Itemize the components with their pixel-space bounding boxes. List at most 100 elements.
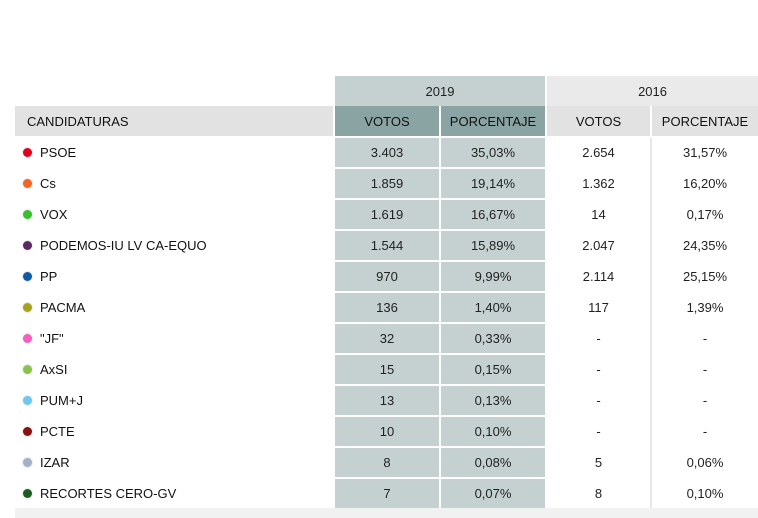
year-header-blank [15,76,334,106]
party-color-dot-icon [23,147,32,157]
percent-2016-cell: 0,10% [650,477,758,509]
votes-2019-cell: 8 [333,446,440,478]
party-color-dot-icon [23,209,32,219]
percent-2019-cell: 0,13% [438,384,547,416]
table-row: PACMA 136 1,40% 117 1,39% [15,291,758,324]
votes-2019-cell: 13 [333,384,440,416]
party-color-dot-icon [23,395,32,405]
percent-2019-cell: 0,33% [438,322,547,354]
party-color-dot-icon [23,364,32,374]
party-name: "JF" [40,331,64,347]
percent-2019-cell: 1,40% [438,291,547,323]
votes-2016-cell: 8 [545,477,652,509]
votes-2016-cell: 14 [545,198,652,231]
table-row: PP 970 9,99% 2.114 25,15% [15,260,758,293]
votes-2016-cell: 2.047 [545,229,652,262]
party-name: VOX [40,207,68,223]
party-name: PSOE [40,145,77,161]
party-name: PP [40,269,58,285]
percent-2019-header: PORCENTAJE [438,106,547,137]
party-color-dot-icon [23,426,32,436]
votes-2016-cell: - [545,415,652,448]
votes-2019-cell: 15 [333,353,440,385]
votes-2016-cell: - [545,384,652,417]
percent-2019-cell: 0,07% [438,477,547,509]
party-name: PCTE [40,424,75,440]
party-color-dot-icon [23,240,32,250]
year-2016-header: 2016 [545,76,758,106]
percent-2016-cell: 0,17% [650,198,758,231]
year-header-row: 2019 2016 [15,76,758,106]
party-name: PODEMOS-IU LV CA-EQUO [40,238,207,254]
percent-2019-cell: 15,89% [438,229,547,261]
votes-2019-cell: 3.403 [333,136,440,168]
votes-2019-cell: 136 [333,291,440,323]
percent-2016-cell: 16,20% [650,167,758,200]
party-name: IZAR [40,455,70,471]
party-cell: Cs [15,167,334,200]
votes-2016-cell: - [545,353,652,386]
table-footer-bar [15,508,758,518]
election-results-table: 2019 2016 CANDIDATURAS VOTOS PORCENTAJE … [15,76,758,509]
results-table-container: 2019 2016 CANDIDATURAS VOTOS PORCENTAJE … [15,76,758,509]
percent-2016-cell: - [650,384,758,417]
votes-2019-cell: 10 [333,415,440,447]
candidaturas-header: CANDIDATURAS [15,106,334,137]
column-header-row: CANDIDATURAS VOTOS PORCENTAJE VOTOS PORC… [15,106,758,137]
percent-2019-cell: 0,10% [438,415,547,447]
votes-2016-header: VOTOS [545,106,652,137]
table-row: PCTE 10 0,10% - - [15,415,758,448]
votes-2016-cell: 1.362 [545,167,652,200]
votes-2016-cell: - [545,322,652,355]
party-cell: PODEMOS-IU LV CA-EQUO [15,229,334,262]
votes-2016-cell: 2.654 [545,136,652,169]
table-row: PUM+J 13 0,13% - - [15,384,758,417]
percent-2016-cell: - [650,322,758,355]
party-cell: IZAR [15,446,334,479]
percent-2016-cell: 25,15% [650,260,758,293]
percent-2019-cell: 9,99% [438,260,547,292]
party-name: RECORTES CERO-GV [40,486,177,502]
votes-2019-cell: 1.544 [333,229,440,261]
percent-2016-header: PORCENTAJE [650,106,758,137]
table-row: PODEMOS-IU LV CA-EQUO 1.544 15,89% 2.047 24,… [15,229,758,262]
party-color-dot-icon [23,333,32,343]
percent-2019-cell: 0,15% [438,353,547,385]
percent-2019-cell: 35,03% [438,136,547,168]
percent-2019-cell: 0,08% [438,446,547,478]
table-row: AxSI 15 0,15% - - [15,353,758,386]
year-2019-header: 2019 [332,76,547,106]
votes-2019-cell: 1.859 [333,167,440,199]
party-color-dot-icon [23,271,32,281]
party-cell: PSOE [15,136,334,169]
party-color-dot-icon [23,488,32,498]
percent-2016-cell: 24,35% [650,229,758,262]
table-row: "JF" 32 0,33% - - [15,322,758,355]
party-name: Cs [40,176,56,192]
percent-2016-cell: - [650,415,758,448]
percent-2016-cell: - [650,353,758,386]
percent-2019-cell: 19,14% [438,167,547,199]
party-cell: PACMA [15,291,334,324]
party-color-dot-icon [23,178,32,188]
table-row: IZAR 8 0,08% 5 0,06% [15,446,758,479]
percent-2016-cell: 0,06% [650,446,758,479]
table-row: VOX 1.619 16,67% 14 0,17% [15,198,758,231]
table-row: PSOE 3.403 35,03% 2.654 31,57% [15,136,758,169]
party-name: PUM+J [40,393,83,409]
votes-2016-cell: 117 [545,291,652,324]
votes-2016-cell: 5 [545,446,652,479]
party-cell: PUM+J [15,384,334,417]
votes-2016-cell: 2.114 [545,260,652,293]
party-cell: PP [15,260,334,293]
votes-2019-header: VOTOS [333,106,440,137]
party-name: AxSI [40,362,68,378]
party-name: PACMA [40,300,86,316]
table-row: RECORTES CERO-GV 7 0,07% 8 0,10% [15,477,758,509]
party-color-dot-icon [23,457,32,467]
votes-2019-cell: 970 [333,260,440,292]
percent-2016-cell: 31,57% [650,136,758,169]
votes-2019-cell: 32 [333,322,440,354]
votes-2019-cell: 7 [333,477,440,509]
party-cell: VOX [15,198,334,231]
